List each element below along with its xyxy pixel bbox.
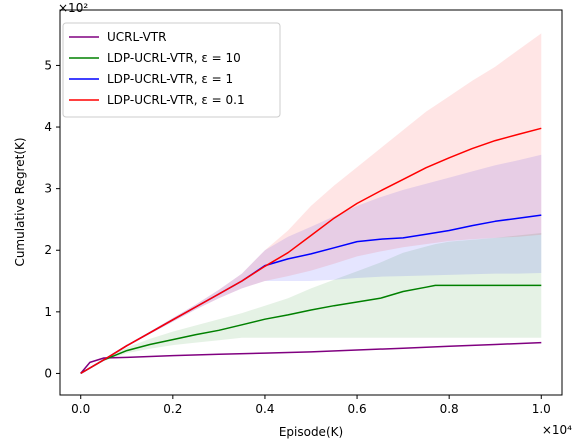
x-multiplier-label: ×10⁴ xyxy=(542,423,572,437)
legend-label-ucrl-vtr: UCRL-VTR xyxy=(107,30,166,44)
legend-box xyxy=(62,22,281,118)
line-ldp-ucrl-vtr-0-1 xyxy=(80,127,542,375)
line-ucrl-vtr xyxy=(80,341,542,374)
x-tick-label: 0.8 xyxy=(440,402,459,416)
axes-frame xyxy=(59,9,563,396)
x-tick-label: 0.2 xyxy=(163,402,182,416)
x-tick-label: 1.0 xyxy=(532,402,551,416)
y-tick-label: 1 xyxy=(44,305,52,319)
confidence-bands xyxy=(80,33,542,374)
band-ldp-ucrl-vtr-0-1 xyxy=(80,33,542,374)
legend-label-eps-0-1: LDP-UCRL-VTR, ε = 0.1 xyxy=(107,93,245,107)
y-axis-ticks: 0 1 2 3 4 5 xyxy=(44,58,60,380)
x-axis-ticks: 0.0 0.2 0.4 0.6 0.8 1.0 xyxy=(71,395,551,416)
y-axis-label: Cumulative Regret(K) xyxy=(13,137,27,266)
line-ldp-ucrl-vtr-10 xyxy=(80,284,542,375)
series-lines xyxy=(80,127,542,375)
legend: UCRL-VTR LDP-UCRL-VTR, ε = 10 LDP-UCRL-V… xyxy=(62,22,281,118)
y-tick-label: 0 xyxy=(44,366,52,380)
y-tick-label: 4 xyxy=(44,120,52,134)
x-tick-label: 0.6 xyxy=(348,402,367,416)
y-multiplier-label: ×10² xyxy=(58,1,88,15)
band-ldp-ucrl-vtr-1 xyxy=(80,154,542,374)
legend-label-eps-1: LDP-UCRL-VTR, ε = 1 xyxy=(107,72,233,86)
y-tick-label: 3 xyxy=(44,182,52,196)
x-tick-label: 0.0 xyxy=(71,402,90,416)
x-tick-label: 0.4 xyxy=(255,402,274,416)
y-tick-label: 2 xyxy=(44,243,52,257)
legend-label-eps-10: LDP-UCRL-VTR, ε = 10 xyxy=(107,51,241,65)
band-ldp-ucrl-vtr-10 xyxy=(80,233,542,374)
x-axis-label: Episode(K) xyxy=(279,425,343,439)
y-tick-label: 5 xyxy=(44,58,52,72)
